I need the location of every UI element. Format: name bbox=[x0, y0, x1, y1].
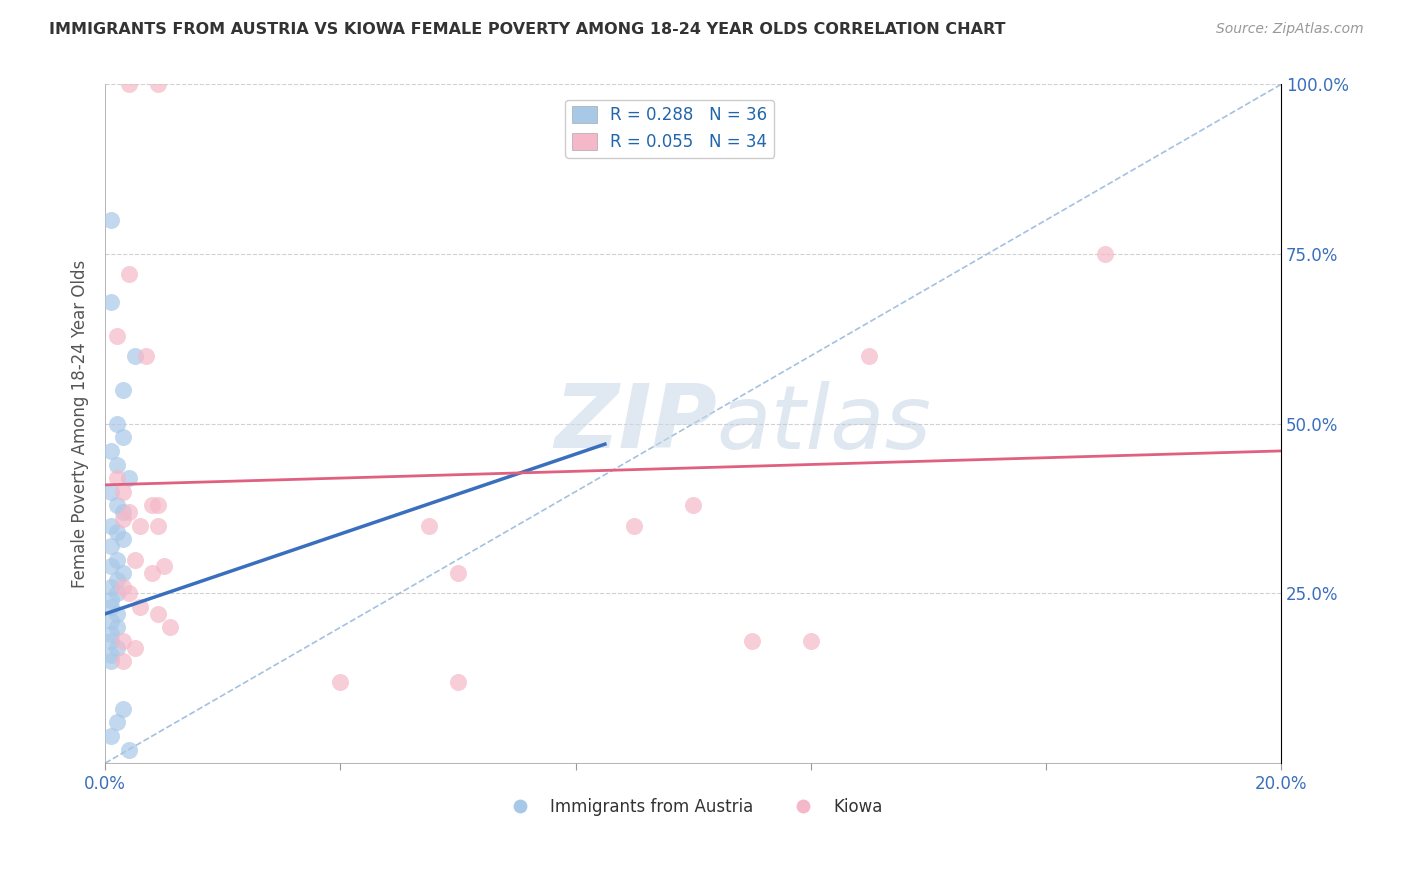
Point bbox=[129, 600, 152, 615]
Point bbox=[623, 518, 645, 533]
Point bbox=[100, 213, 122, 227]
Point bbox=[146, 518, 169, 533]
Point bbox=[100, 600, 122, 615]
Point bbox=[118, 78, 141, 92]
Point bbox=[800, 634, 823, 648]
Point bbox=[100, 614, 122, 628]
Point bbox=[105, 715, 128, 730]
Point bbox=[100, 627, 122, 641]
Point bbox=[418, 518, 440, 533]
Text: atlas: atlas bbox=[717, 381, 932, 467]
Point bbox=[105, 458, 128, 472]
Point bbox=[105, 620, 128, 634]
Point bbox=[141, 498, 163, 512]
Point bbox=[118, 742, 141, 756]
Point bbox=[124, 552, 146, 566]
Point bbox=[105, 498, 128, 512]
Point bbox=[129, 518, 152, 533]
Point bbox=[105, 471, 128, 485]
Point bbox=[105, 586, 128, 600]
Point bbox=[329, 674, 352, 689]
Point bbox=[135, 349, 157, 363]
Point bbox=[100, 559, 122, 574]
Point bbox=[118, 586, 141, 600]
Point bbox=[105, 552, 128, 566]
Point bbox=[146, 607, 169, 621]
Point bbox=[100, 539, 122, 553]
Point bbox=[141, 566, 163, 580]
Point bbox=[118, 505, 141, 519]
Point bbox=[111, 505, 134, 519]
Point bbox=[105, 607, 128, 621]
Point bbox=[146, 78, 169, 92]
Point bbox=[447, 674, 470, 689]
Point bbox=[146, 498, 169, 512]
Point bbox=[111, 580, 134, 594]
Point bbox=[111, 430, 134, 444]
Point bbox=[100, 580, 122, 594]
Point bbox=[682, 498, 704, 512]
Point bbox=[111, 512, 134, 526]
Point bbox=[105, 328, 128, 343]
Point bbox=[1094, 247, 1116, 261]
Point bbox=[100, 593, 122, 607]
Point bbox=[111, 634, 134, 648]
Point bbox=[111, 532, 134, 546]
Point bbox=[153, 559, 176, 574]
Point bbox=[111, 654, 134, 668]
Point bbox=[111, 484, 134, 499]
Point bbox=[105, 640, 128, 655]
Point bbox=[111, 566, 134, 580]
Point bbox=[124, 640, 146, 655]
Text: Source: ZipAtlas.com: Source: ZipAtlas.com bbox=[1216, 22, 1364, 37]
Point bbox=[105, 525, 128, 540]
Point bbox=[741, 634, 763, 648]
Point bbox=[111, 383, 134, 397]
Point bbox=[118, 471, 141, 485]
Legend: Immigrants from Austria, Kiowa: Immigrants from Austria, Kiowa bbox=[496, 791, 890, 822]
Point bbox=[111, 702, 134, 716]
Point bbox=[447, 566, 470, 580]
Text: ZIP: ZIP bbox=[554, 380, 717, 467]
Point bbox=[105, 573, 128, 587]
Point bbox=[100, 518, 122, 533]
Y-axis label: Female Poverty Among 18-24 Year Olds: Female Poverty Among 18-24 Year Olds bbox=[72, 260, 89, 588]
Point bbox=[858, 349, 880, 363]
Point bbox=[105, 417, 128, 431]
Point bbox=[100, 654, 122, 668]
Point bbox=[100, 648, 122, 662]
Point bbox=[118, 268, 141, 282]
Point bbox=[100, 444, 122, 458]
Point bbox=[100, 729, 122, 743]
Point bbox=[124, 349, 146, 363]
Point bbox=[100, 634, 122, 648]
Text: IMMIGRANTS FROM AUSTRIA VS KIOWA FEMALE POVERTY AMONG 18-24 YEAR OLDS CORRELATIO: IMMIGRANTS FROM AUSTRIA VS KIOWA FEMALE … bbox=[49, 22, 1005, 37]
Point bbox=[159, 620, 181, 634]
Point bbox=[100, 484, 122, 499]
Point bbox=[100, 294, 122, 309]
